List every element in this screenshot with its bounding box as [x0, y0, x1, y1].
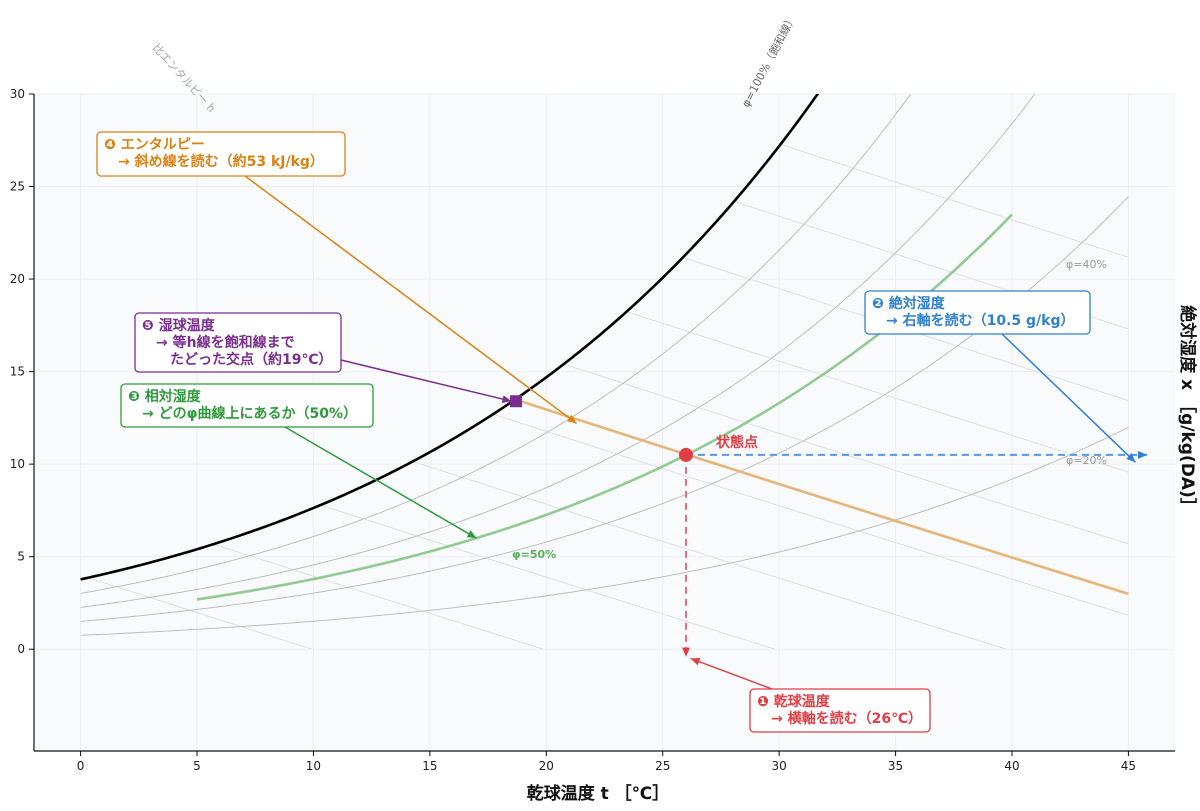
state-point — [679, 447, 693, 462]
annotation-arrow — [690, 657, 773, 690]
x-tick-label: 30 — [772, 759, 787, 773]
annotation-box — [134, 312, 342, 373]
y-tick-label: 10 — [10, 457, 25, 471]
y-tick-label: 25 — [10, 180, 25, 194]
rh-curves — [80, 94, 1129, 636]
enthalpy-highlight-line — [515, 398, 1129, 596]
annotation-text: → 斜め線を読む（約53 kJ/kg） — [104, 153, 324, 170]
annotation-4: ❹ エンタルピー → 斜め線を読む（約53 kJ/kg） — [96, 131, 578, 425]
annotation-1: ❶ 乾球温度 → 横軸を読む（26℃） — [690, 657, 931, 733]
rh-curve-20 — [80, 426, 1129, 636]
y-tick-label: 30 — [10, 87, 25, 101]
rh-curve-60 — [80, 94, 1036, 608]
annotation-box — [96, 131, 346, 177]
x-tick-label: 45 — [1121, 759, 1136, 773]
annotation-text: → どのφ曲線上にあるか（50%） — [128, 405, 357, 422]
rh-20-label: φ=20% — [1066, 454, 1107, 467]
annotation-arrow — [340, 359, 512, 403]
annotation-box — [864, 290, 1091, 335]
annotation-text: → 横軸を読む（26℃） — [757, 710, 922, 727]
annotation-text: → 等h線を飽和線まで — [142, 334, 295, 351]
enthalpy-line — [214, 544, 544, 650]
annotation-text: ❹ エンタルピー — [104, 137, 205, 153]
annotation-text: → 右軸を読む（10.5 g/kg） — [872, 312, 1075, 329]
annotation-text: ❶ 乾球温度 — [757, 693, 831, 710]
annotation-text: たどった交点（約19℃） — [142, 351, 332, 368]
x-tick-label: 10 — [306, 759, 321, 773]
x-axis-title: 乾球温度 t ［℃］ — [527, 783, 670, 804]
annotation-text: ❺ 湿球温度 — [142, 317, 216, 334]
x-tick-label: 25 — [655, 759, 670, 773]
y-axis-title: 絶対湿度 x ［g/kg(DA)］ — [1177, 305, 1198, 514]
annotations: ❶ 乾球温度 → 横軸を読む（26℃） ❷ 絶対湿度 → 右軸を読む（10.5 g… — [96, 131, 1136, 733]
rh-curve-80 — [80, 94, 912, 594]
axes: 0 5 10 15 20 25 30 35 40 45 0 5 10 15 20 25 30 乾球温度 t ［℃］… — [10, 87, 1198, 804]
x-tick-label: 40 — [1004, 759, 1019, 773]
x-tick-label: 35 — [888, 759, 903, 773]
rh-50-label: φ=50% — [512, 548, 556, 561]
annotation-3: ❸ 相対湿度 → どのφ曲線上にあるか（50%） — [120, 383, 477, 539]
enthalpy-line — [88, 577, 313, 650]
enthalpy-line — [321, 504, 776, 650]
state-point-label: 状態点 — [716, 434, 758, 451]
y-tick-label: 5 — [17, 550, 25, 564]
enthalpy-line — [781, 144, 1129, 258]
annotation-arrow — [244, 175, 578, 425]
enthalpy-line — [413, 461, 1007, 650]
y-tick-label: 15 — [10, 365, 25, 379]
wet-bulb-point — [510, 395, 523, 408]
annotation-arrow — [284, 426, 477, 539]
annotation-text: ❷ 絶対湿度 — [872, 295, 946, 312]
rh-curve-40 — [80, 196, 1129, 622]
annotation-5: ❺ 湿球温度 → 等h線を飽和線まで たどった交点（約19℃） — [134, 312, 512, 403]
x-tick-label: 15 — [422, 759, 437, 773]
grid — [34, 93, 1175, 751]
annotation-box — [120, 383, 374, 428]
annotation-text: ❸ 相対湿度 — [128, 388, 202, 405]
y-tick-label: 0 — [17, 642, 25, 656]
rh-40-label: φ=40% — [1066, 258, 1107, 271]
x-tick-label: 5 — [193, 759, 201, 773]
rh-curve-100 — [80, 94, 820, 581]
enthalpy-line — [626, 311, 1129, 473]
annotation-box — [749, 688, 931, 733]
enthalpy-line — [493, 414, 1129, 616]
annotation-2: ❷ 絶対湿度 → 右軸を読む（10.5 g/kg） — [864, 290, 1136, 463]
highlights — [510, 395, 1148, 657]
x-tick-label: 20 — [539, 759, 554, 773]
annotation-arrow — [1001, 333, 1136, 463]
rh-curve-50 — [196, 213, 1013, 601]
x-tick-label: 0 — [77, 759, 85, 773]
y-tick-label: 20 — [10, 272, 25, 286]
